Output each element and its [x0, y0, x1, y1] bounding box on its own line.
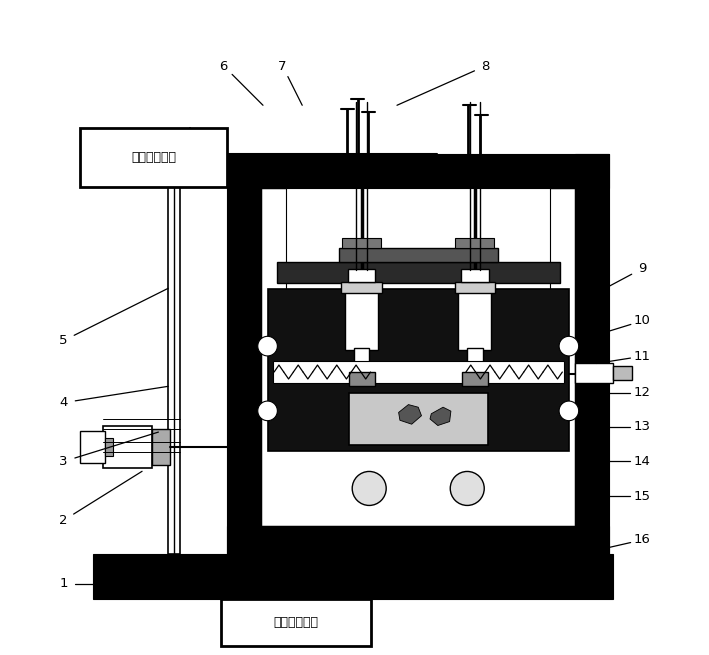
Bar: [261, 188, 576, 525]
Bar: [467, 348, 483, 373]
Text: 14: 14: [634, 455, 651, 468]
Text: 8: 8: [481, 60, 489, 73]
Polygon shape: [398, 405, 421, 424]
Text: 6: 6: [220, 60, 228, 73]
Bar: [227, 155, 261, 559]
Bar: [342, 238, 381, 248]
Text: 3: 3: [60, 455, 68, 468]
Bar: [277, 263, 559, 283]
Text: 12: 12: [634, 386, 651, 400]
Bar: [348, 269, 375, 282]
Bar: [345, 290, 378, 350]
Polygon shape: [430, 407, 451, 426]
Bar: [576, 362, 613, 383]
Bar: [227, 155, 610, 188]
Text: 7: 7: [279, 60, 287, 73]
Text: 16: 16: [634, 533, 651, 546]
Circle shape: [559, 401, 579, 421]
Circle shape: [559, 336, 579, 356]
Bar: [80, 432, 105, 463]
Bar: [93, 554, 613, 599]
Bar: [454, 282, 495, 293]
Bar: [461, 269, 489, 282]
Circle shape: [258, 336, 277, 356]
Text: 9: 9: [638, 262, 647, 275]
Bar: [220, 599, 371, 646]
Bar: [349, 393, 488, 445]
Circle shape: [450, 472, 484, 506]
Circle shape: [352, 472, 386, 506]
Bar: [576, 155, 610, 559]
Text: 2: 2: [60, 514, 68, 527]
Text: 液压控制系统: 液压控制系统: [131, 151, 176, 164]
Bar: [455, 238, 494, 248]
Bar: [286, 188, 550, 316]
Bar: [339, 248, 498, 263]
Bar: [152, 429, 170, 465]
Bar: [273, 361, 564, 383]
Bar: [80, 128, 227, 187]
Bar: [341, 282, 382, 293]
Text: 数据采集系统: 数据采集系统: [273, 616, 318, 629]
Text: 5: 5: [60, 334, 68, 347]
Bar: [227, 525, 610, 559]
Bar: [459, 290, 491, 350]
Bar: [613, 365, 632, 380]
Circle shape: [258, 401, 277, 421]
Text: 1: 1: [60, 577, 68, 590]
Text: 4: 4: [60, 396, 68, 409]
Bar: [103, 426, 152, 468]
Bar: [462, 372, 488, 386]
Text: 15: 15: [634, 490, 651, 502]
Bar: [349, 372, 375, 386]
Bar: [267, 290, 569, 451]
Text: 10: 10: [634, 314, 651, 328]
Bar: [105, 438, 113, 457]
Bar: [168, 155, 180, 554]
Text: 11: 11: [634, 350, 651, 363]
Text: 13: 13: [634, 421, 651, 434]
Bar: [354, 348, 369, 373]
